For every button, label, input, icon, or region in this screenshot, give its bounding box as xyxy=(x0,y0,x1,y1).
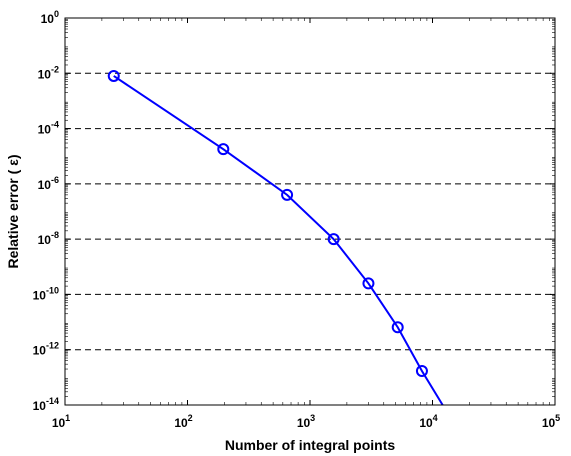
y-tick-exponent: -4 xyxy=(51,120,59,130)
data-point xyxy=(362,277,375,290)
y-axis-label: Relative error ( ε) xyxy=(5,154,21,268)
y-tick-base: 10 xyxy=(38,178,52,192)
data-point xyxy=(217,143,230,156)
x-tick-base: 10 xyxy=(174,416,188,430)
y-tick-base: 10 xyxy=(38,67,52,81)
x-tick-exponent: 4 xyxy=(433,413,438,423)
y-tick-label: 100 xyxy=(41,9,59,26)
y-tick-base: 10 xyxy=(33,288,47,302)
y-tick-exponent: 0 xyxy=(54,9,59,19)
x-tick-label: 103 xyxy=(297,413,315,430)
data-point xyxy=(327,233,340,246)
y-tick-base: 10 xyxy=(38,233,52,247)
y-tick-label: 10-14 xyxy=(33,396,59,413)
x-tick-labels: 101 102 103 104 105 xyxy=(52,413,560,430)
y-tick-label: 10-12 xyxy=(33,341,59,358)
y-tick-base: 10 xyxy=(33,344,47,358)
axis-ticks xyxy=(64,17,556,406)
y-tick-exponent: -12 xyxy=(46,341,59,351)
y-tick-exponent: -14 xyxy=(46,396,59,406)
data-point xyxy=(391,321,404,334)
data-point xyxy=(281,188,294,201)
x-tick-label: 102 xyxy=(174,413,192,430)
y-tick-exponent: -2 xyxy=(51,64,59,74)
x-tick-label: 105 xyxy=(542,413,560,430)
y-tick-label: 10-4 xyxy=(38,120,59,137)
x-tick-base: 10 xyxy=(52,416,66,430)
x-tick-base: 10 xyxy=(419,416,433,430)
grid-lines xyxy=(65,72,555,351)
x-tick-exponent: 2 xyxy=(188,413,193,423)
data-point xyxy=(107,69,120,82)
x-tick-base: 10 xyxy=(297,416,311,430)
x-tick-exponent: 1 xyxy=(65,413,70,423)
x-tick-label: 101 xyxy=(52,413,70,430)
y-tick-exponent: -6 xyxy=(51,175,59,185)
x-tick-base: 10 xyxy=(542,416,556,430)
x-axis-label: Number of integral points xyxy=(225,437,396,453)
y-tick-label: 10-6 xyxy=(38,175,59,192)
x-tick-exponent: 5 xyxy=(555,413,560,423)
y-tick-base: 10 xyxy=(33,399,47,413)
series-line xyxy=(113,75,444,406)
y-tick-exponent: -10 xyxy=(46,285,59,295)
y-tick-exponent: -8 xyxy=(51,230,59,240)
y-tick-label: 10-10 xyxy=(33,285,59,302)
data-series xyxy=(107,69,444,406)
x-tick-exponent: 3 xyxy=(310,413,315,423)
y-tick-label: 10-2 xyxy=(38,64,59,81)
plot-frame xyxy=(64,17,556,406)
y-tick-base: 10 xyxy=(41,12,55,26)
y-tick-base: 10 xyxy=(38,123,52,137)
data-point xyxy=(415,364,428,377)
x-tick-label: 104 xyxy=(419,413,437,430)
y-tick-label: 10-8 xyxy=(38,230,59,247)
